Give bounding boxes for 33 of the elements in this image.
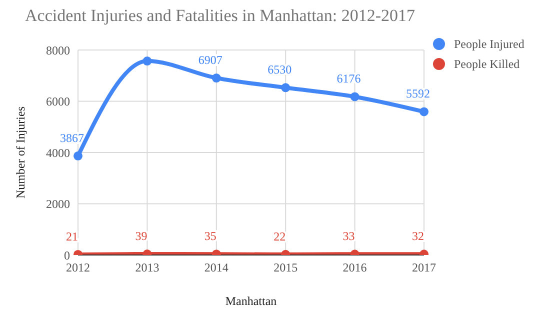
point bbox=[142, 56, 152, 66]
data-label: 6176 bbox=[336, 72, 361, 86]
y-tick-label: 8000 bbox=[46, 43, 70, 58]
data-label: 3867 bbox=[60, 130, 84, 145]
data-label: 6530 bbox=[268, 62, 292, 77]
data-label: 21 bbox=[66, 229, 78, 244]
x-tick-label: 2012 bbox=[66, 260, 90, 275]
y-tick-label: 0 bbox=[64, 248, 70, 262]
data-label: 6907 bbox=[198, 53, 222, 68]
x-tick-label: 2015 bbox=[274, 260, 298, 275]
x-tick-label: 2016 bbox=[342, 260, 367, 275]
chart-title: Accident Injuries and Fatalities in Manhattan: 2012-2017 bbox=[24, 6, 416, 26]
x-tick-label: 2014 bbox=[204, 260, 228, 275]
point bbox=[74, 151, 82, 160]
data-label: 39 bbox=[135, 229, 148, 243]
point bbox=[420, 107, 428, 116]
data-label: 35 bbox=[204, 229, 216, 244]
point bbox=[281, 83, 290, 92]
point bbox=[350, 92, 360, 102]
y-tick-label: 2000 bbox=[46, 197, 70, 212]
legend-label: People Injured bbox=[454, 36, 524, 52]
y-axis-title: Number of Injuries bbox=[13, 106, 28, 198]
data-label: 5592 bbox=[406, 86, 430, 101]
x-axis-title: Manhattan bbox=[225, 294, 277, 308]
legend-label: People Killed bbox=[454, 56, 520, 72]
x-tick-label: 2017 bbox=[412, 260, 436, 275]
data-label: 32 bbox=[412, 229, 424, 244]
y-tick-label: 6000 bbox=[46, 94, 70, 109]
y-tick-label: 4000 bbox=[46, 146, 70, 160]
point bbox=[212, 74, 221, 83]
data-label: 33 bbox=[342, 229, 355, 244]
x-tick-label: 2013 bbox=[135, 260, 160, 275]
data-label: 22 bbox=[274, 229, 286, 244]
